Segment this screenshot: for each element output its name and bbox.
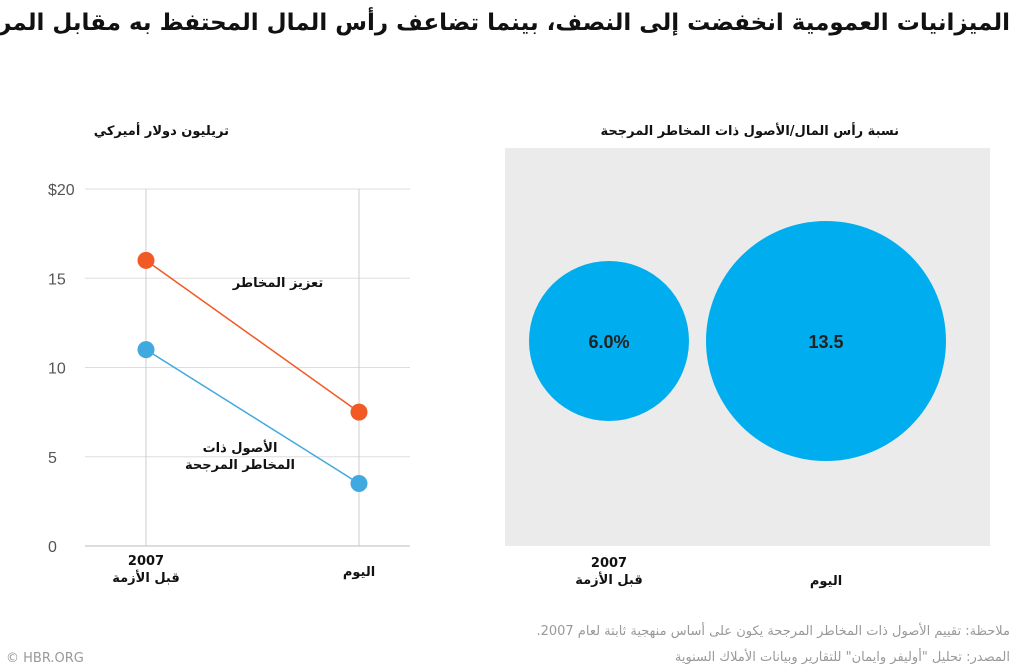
x-label-2007: 2007 قبل الأزمة bbox=[96, 553, 196, 587]
data-point bbox=[350, 403, 368, 421]
bubble-label: 6.0% bbox=[588, 332, 629, 352]
series-label-line: الأصول ذات bbox=[202, 441, 278, 456]
x-label-year: 2007 bbox=[127, 554, 165, 569]
page-title: الميزانيات العمومية انخفضت إلى النصف، بي… bbox=[0, 10, 1010, 36]
data-point bbox=[350, 475, 368, 493]
y-tick-label: $20 bbox=[48, 182, 75, 199]
y-tick-label: 15 bbox=[48, 271, 66, 288]
y-tick-label: 10 bbox=[48, 361, 66, 378]
data-point bbox=[137, 341, 155, 359]
bubble-x-label-today: اليوم bbox=[809, 574, 843, 589]
series-label-blue: الأصول ذات المخاطر المرجحة bbox=[170, 440, 310, 474]
y-tick-label: 0 bbox=[48, 539, 57, 556]
series-line bbox=[145, 259, 360, 413]
bubble-x-label-2007: 2007 قبل الأزمة bbox=[559, 555, 659, 589]
x-label-today: اليوم bbox=[342, 565, 376, 580]
x-label-year: 2007 bbox=[590, 556, 628, 571]
footer-source: المصدر: تحليل "أوليفر وايمان" للتقارير و… bbox=[674, 650, 1010, 665]
bubble-label: 13.5 bbox=[808, 332, 843, 352]
series-line bbox=[145, 349, 360, 485]
x-label-sub: قبل الأزمة bbox=[575, 573, 643, 588]
bubble-chart-title: نسبة رأس المال/الأصول ذات المخاطر المرجح… bbox=[600, 124, 900, 139]
x-label-sub: قبل الأزمة bbox=[112, 571, 180, 586]
data-point bbox=[137, 251, 155, 269]
line-chart-title: تريليون دولار أميركي bbox=[93, 124, 229, 139]
footer-note: ملاحظة: تقييم الأصول ذات المخاطر المرجحة… bbox=[536, 624, 1010, 639]
series-label-orange: تعزيز المخاطر bbox=[232, 276, 324, 291]
bubble bbox=[529, 261, 689, 421]
copyright: © HBR.ORG bbox=[6, 651, 84, 666]
series-label-line: المخاطر المرجحة bbox=[185, 458, 295, 473]
y-tick-label: 5 bbox=[48, 450, 57, 467]
bubble bbox=[706, 221, 946, 461]
